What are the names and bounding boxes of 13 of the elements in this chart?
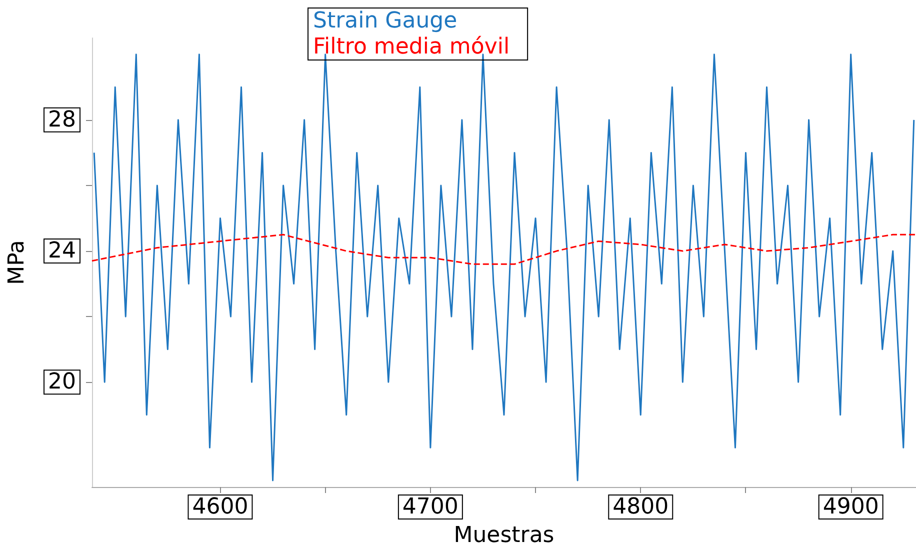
line-series xyxy=(91,234,916,265)
x-tick-label: 4900 xyxy=(822,494,879,520)
x-tick-label: 4700 xyxy=(402,494,458,520)
text: Filtro media móvil xyxy=(313,34,510,60)
line-series xyxy=(93,54,915,482)
x-tick-label: 4800 xyxy=(612,494,669,520)
y-tick-label: 20 xyxy=(48,370,76,395)
y-tick-label: 24 xyxy=(48,238,76,264)
y-axis-title: MPa xyxy=(4,240,30,285)
y-tick-label: 28 xyxy=(48,107,76,132)
x-axis-title: Muestras xyxy=(454,522,554,544)
series-label: Strain Gauge xyxy=(313,8,458,34)
x-tick-label: 4600 xyxy=(192,494,248,520)
